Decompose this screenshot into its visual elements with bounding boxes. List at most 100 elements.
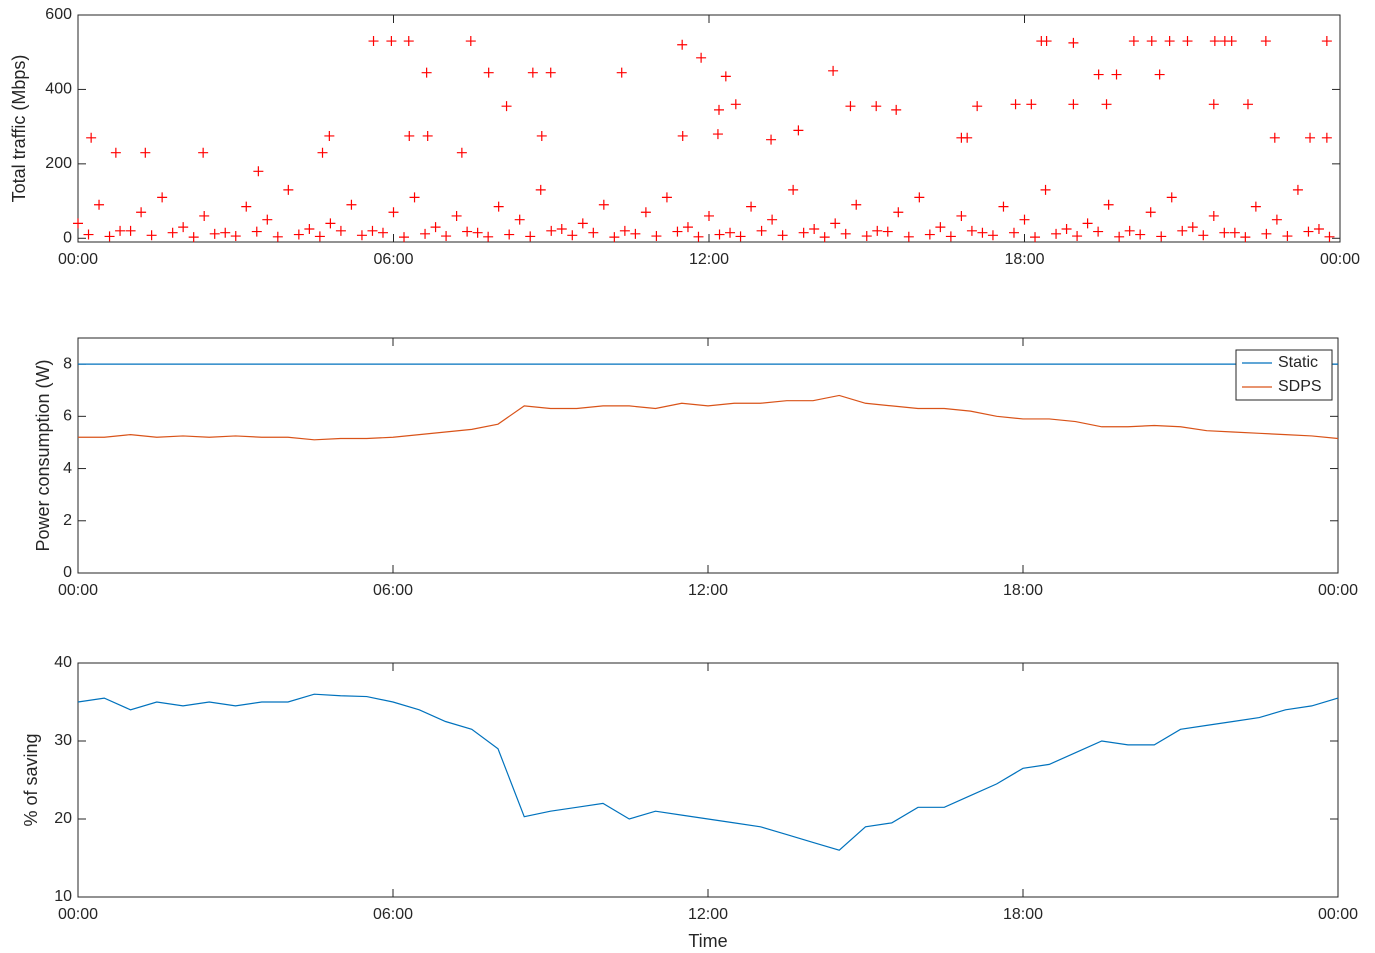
point [861,231,872,242]
point [356,230,367,241]
point [891,104,902,115]
point [1135,229,1146,240]
point [188,232,199,243]
point [1146,36,1157,47]
point [325,218,336,229]
y-tick-label: 10 [54,888,72,905]
point [472,227,483,238]
point [977,227,988,238]
point [630,228,641,239]
point [1324,231,1335,242]
point [314,231,325,242]
x-tick-label: 12:00 [688,906,728,923]
point [924,229,935,240]
point [493,201,504,212]
point [651,231,662,242]
point [1111,69,1122,80]
point [1250,201,1261,212]
point [262,214,273,225]
point [830,218,841,229]
point [1026,99,1037,110]
point [451,210,462,221]
point [1103,199,1114,210]
point [1164,36,1175,47]
point [777,230,788,241]
point [441,231,452,242]
point [609,232,620,243]
point [1282,231,1293,242]
point [1036,36,1047,47]
point [756,225,767,236]
point [1208,210,1219,221]
point [619,225,630,236]
point [1124,225,1135,236]
point [1068,37,1079,48]
point [386,36,397,47]
point [1303,226,1314,237]
y-axis-label: % of saving [21,733,41,826]
point [251,226,262,237]
point [167,227,178,238]
point [945,231,956,242]
point [966,225,977,236]
point [198,147,209,158]
point [987,230,998,241]
point [1292,184,1303,195]
point [253,166,264,177]
point [1269,132,1280,143]
y-tick-label: 0 [63,564,72,581]
point [110,147,121,158]
point [388,207,399,218]
point [536,130,547,141]
point [893,207,904,218]
y-tick-label: 200 [45,155,72,172]
legend-label: Static [1278,354,1318,371]
point [230,231,241,242]
point [767,214,778,225]
point [209,228,220,239]
x-tick-label: 18:00 [1003,582,1043,599]
series-line [78,394,1339,441]
point [998,201,1009,212]
point [404,130,415,141]
x-tick-label: 00:00 [58,582,98,599]
point [914,192,925,203]
point [1082,218,1093,229]
point [746,201,757,212]
x-tick-label: 00:00 [1318,906,1358,923]
point [1321,132,1332,143]
point [1261,228,1272,239]
point [346,199,357,210]
point [483,67,494,78]
point [845,101,856,112]
point [368,36,379,47]
point [377,227,388,238]
point [335,225,346,236]
point [1209,36,1220,47]
point [682,222,693,233]
point [304,223,315,234]
point [598,199,609,210]
point [616,67,627,78]
point [283,184,294,195]
point [851,199,862,210]
y-tick-label: 6 [63,408,72,425]
point [735,231,746,242]
y-tick-label: 4 [63,460,72,477]
y-tick-label: 400 [45,81,72,98]
point [525,231,536,242]
point [1068,99,1079,110]
x-tick-label: 12:00 [689,251,729,268]
point [903,231,914,242]
point [588,227,599,238]
point [1093,226,1104,237]
point [1260,36,1271,47]
point [146,230,157,241]
point [793,125,804,136]
point [1040,184,1051,195]
x-tick-label: 18:00 [1004,251,1044,268]
point [1156,231,1167,242]
point [714,229,725,240]
point [420,228,431,239]
